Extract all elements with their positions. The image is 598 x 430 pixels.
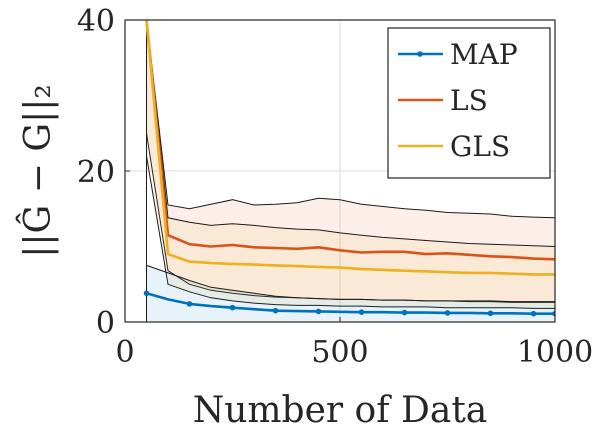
series-line-ls xyxy=(145,20,555,261)
data-point-map xyxy=(358,309,365,315)
legend-label-gls: GLS xyxy=(450,130,510,163)
band-lower-gls xyxy=(146,155,555,309)
y-tick-label: 20 xyxy=(77,155,115,190)
y-tick-label: 40 xyxy=(77,4,115,39)
series-line-gls xyxy=(145,20,555,276)
y-tick-label: 0 xyxy=(96,306,115,341)
data-point-map xyxy=(444,310,451,316)
band-upper-map xyxy=(146,264,555,303)
y-axis-title: ||Ĝ − G||₂ xyxy=(17,84,59,258)
legend-label-map: MAP xyxy=(450,38,518,71)
data-point-map xyxy=(401,309,408,316)
data-point-map xyxy=(143,290,150,297)
x-axis-title: Number of Data xyxy=(193,390,488,430)
band-upper-gls xyxy=(146,20,555,247)
x-tick-label: 1000 xyxy=(517,335,593,370)
data-point-map xyxy=(229,304,236,311)
data-point-map xyxy=(315,308,322,315)
legend-label-ls: LS xyxy=(450,84,488,117)
series-line-map xyxy=(146,292,555,316)
data-point-map xyxy=(487,310,494,317)
band-upper-ls xyxy=(146,20,555,219)
band-ls xyxy=(146,20,555,303)
band-gls xyxy=(146,20,555,309)
confidence-bands xyxy=(146,20,555,322)
data-point-map xyxy=(552,310,555,317)
x-tick-label: 0 xyxy=(115,335,134,370)
axis-ticks: 0 500 1000 0 20 40 xyxy=(77,4,593,370)
series-lines xyxy=(143,20,555,317)
x-tick-label: 500 xyxy=(311,335,368,370)
data-point-map xyxy=(186,301,193,307)
legend: MAP LS GLS xyxy=(387,27,551,179)
data-point-map xyxy=(530,310,537,317)
legend-marker-map xyxy=(417,51,423,57)
data-point-map xyxy=(272,307,279,314)
